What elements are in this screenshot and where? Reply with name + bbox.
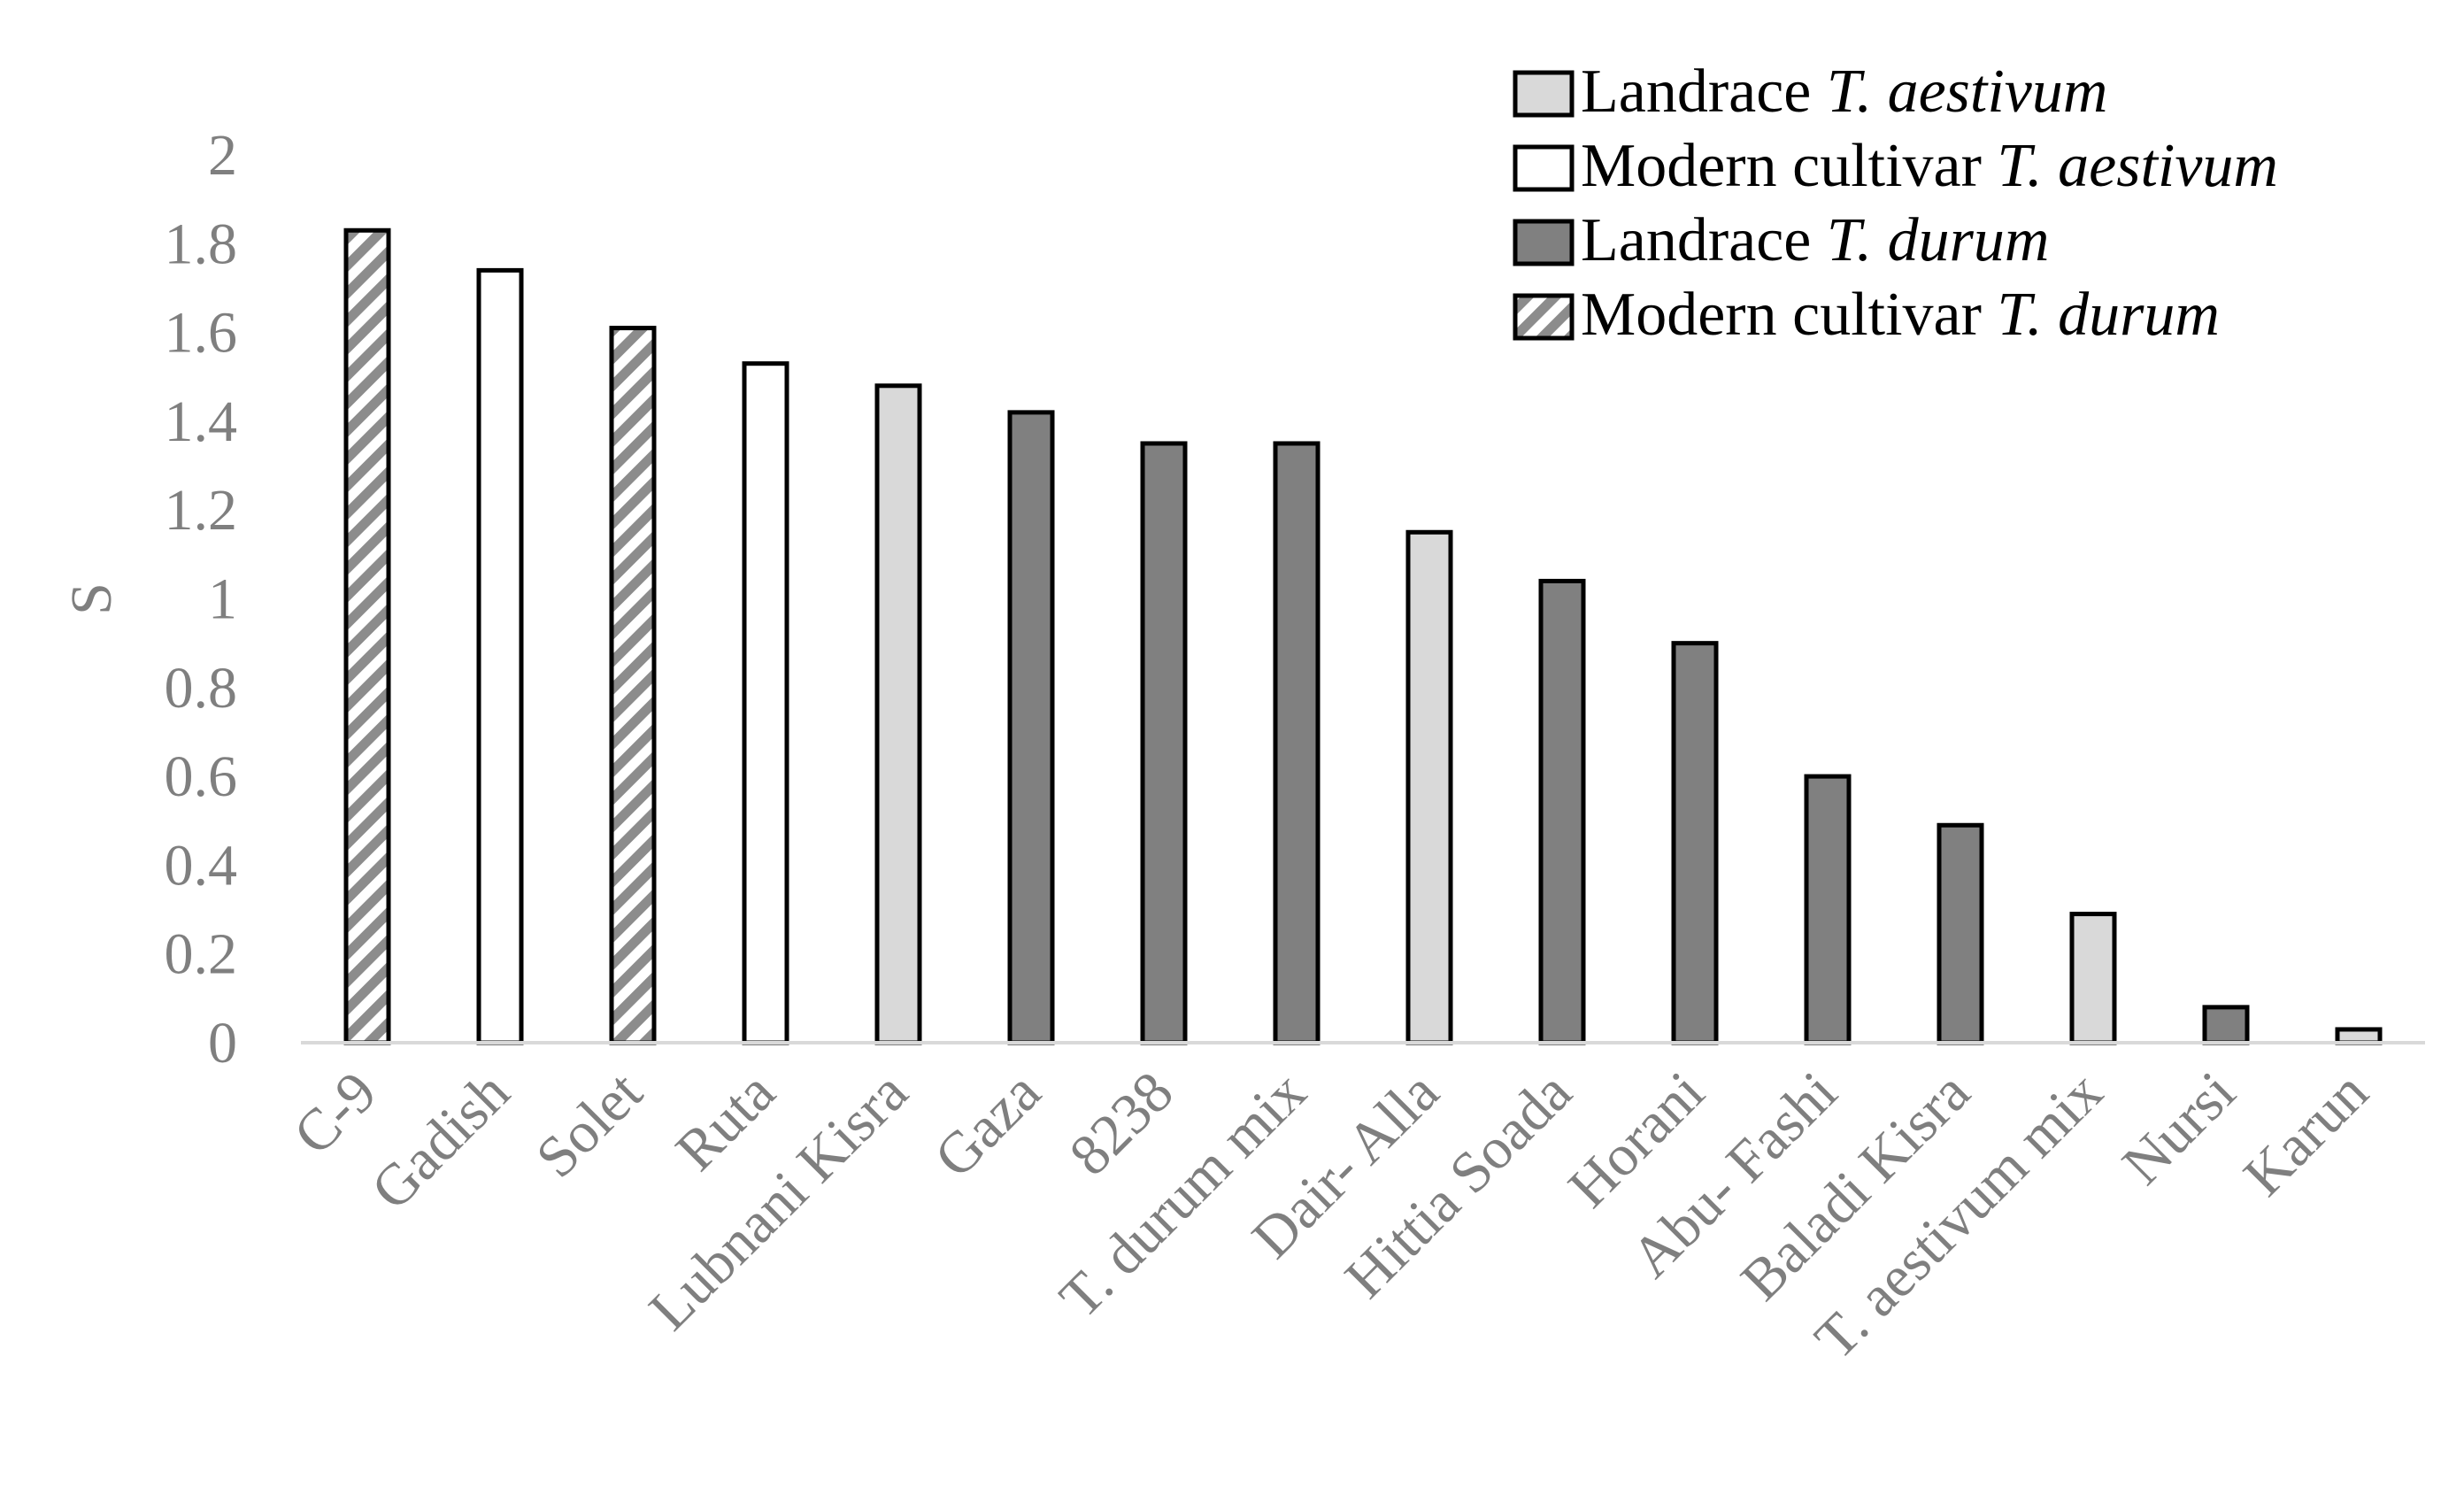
bar-horani [1671,641,1719,1045]
bar-lubnani-kisra [874,383,922,1045]
bars [343,227,2383,1045]
legend-item-modern-durum: Modern cultivar T. durum [1581,281,2220,349]
legend-prefix: Landrace [1581,58,1827,126]
legend-species: T. durum [1997,281,2220,349]
y-tick-label: 2 [208,123,237,188]
bar-abu-fashi [1804,774,1852,1045]
y-tick-label: 1.2 [165,478,238,543]
x-tick-label: Gaza [922,1060,1052,1190]
legend-item-landrace-aestivum: Landrace T. aestivum [1581,58,2107,126]
bar-gaza [1007,410,1055,1045]
x-tick-label: Karun [2231,1060,2380,1208]
x-tick-label: Solet [524,1060,655,1191]
y-axis: 0 0.2 0.4 0.6 0.8 1 1.2 1.4 1.6 1.8 2 [165,123,238,1075]
legend-swatch [1513,219,1575,266]
y-tick-label: 0.6 [165,744,238,809]
y-axis-label: S [59,582,124,615]
legend-prefix: Modern cultivar [1581,132,1997,200]
bar-t-durum-mix [1273,441,1321,1045]
y-tick-label: 0.8 [165,656,238,721]
legend-item-landrace-durum: Landrace T. durum [1581,206,2049,274]
y-tick-label: 1 [208,567,237,632]
bar-hittia-soada [1538,578,1586,1045]
y-tick-label: 0 [208,1011,237,1075]
bar-solet [609,326,657,1045]
bar-gadish [476,267,524,1045]
bar-karun [2335,1027,2383,1045]
y-tick-label: 0.4 [165,833,238,898]
x-tick-label: Nursi [2110,1060,2247,1197]
bar-8238 [1140,441,1188,1045]
y-tick-label: 1.4 [165,389,238,454]
y-tick-label: 1.8 [165,212,238,276]
bar-ruta [742,361,789,1045]
bar-nursi [2202,1005,2250,1045]
legend-species: T. durum [1827,206,2050,274]
bar-t-aestivum-mix [2069,912,2117,1045]
x-tick-label: C-9 [281,1060,389,1168]
y-tick-label: 1.6 [165,301,238,366]
legend-item-modern-aestivum: Modern cultivar T. aestivum [1581,132,2278,200]
legend-swatch [1513,144,1575,192]
legend-prefix: Modern cultivar [1581,281,1997,349]
x-tick-label: Gadish [359,1060,522,1222]
bar-dair-alla [1405,529,1453,1045]
legend-swatch [1513,293,1575,341]
bar-baladi-kisra [1937,822,1984,1045]
legend-species: T. aestivum [1997,132,2278,200]
legend-swatch [1513,70,1575,118]
legend-prefix: Landrace [1581,206,1827,274]
y-tick-label: 0.2 [165,922,238,987]
bar-c-9 [343,227,391,1045]
legend-species: T. aestivum [1827,58,2108,126]
